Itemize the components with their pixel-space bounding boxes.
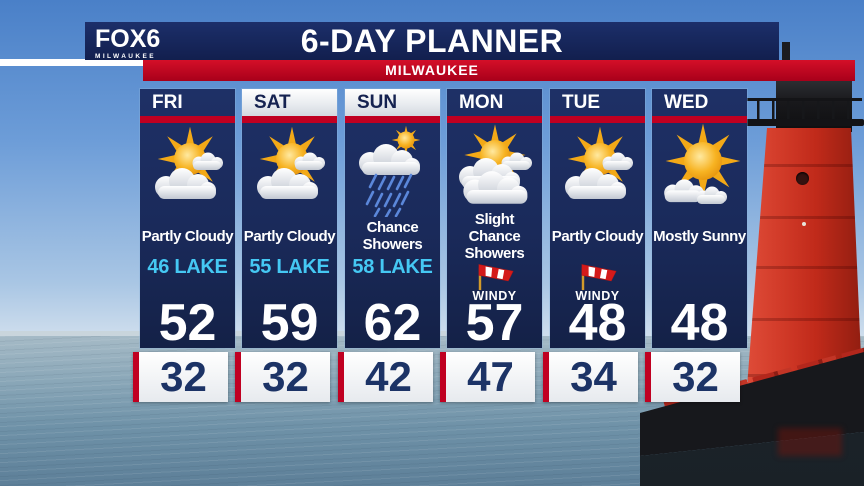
- high-temp: 62: [363, 294, 422, 352]
- day-label: MON: [459, 92, 504, 113]
- high-temp: 52: [158, 294, 217, 352]
- tower-seam: [744, 318, 864, 321]
- tower-seam: [744, 164, 864, 167]
- day-underline: [652, 116, 747, 123]
- forecast-column-wed: WED Mostly Sunny 48: [652, 89, 747, 352]
- forecast-column-fri: FRI Partly Cloudy 46 LAKE 52: [140, 89, 235, 352]
- day-label: TUE: [562, 92, 600, 113]
- condition-label: Slight Chance Showers: [464, 210, 525, 262]
- low-temp: 47: [467, 353, 514, 400]
- red-stripe: [440, 352, 446, 402]
- low-temp: 32: [160, 353, 207, 400]
- lighthouse-reflection: [778, 428, 842, 456]
- location-label: MILWAUKEE: [385, 62, 479, 78]
- low-temp-box: 47: [440, 352, 535, 402]
- high-temp: 48: [568, 294, 627, 352]
- page-title: 6-DAY PLANNER: [300, 23, 564, 59]
- low-temp: 34: [570, 353, 617, 400]
- condition-label: Partly Cloudy: [243, 227, 336, 245]
- red-stripe: [338, 352, 344, 402]
- windy-indicator: WINDY: [447, 261, 542, 303]
- low-temp-box: 32: [645, 352, 740, 402]
- station-logo: FOX6 MILWAUKEE: [95, 25, 161, 61]
- high-temp: 59: [260, 294, 319, 352]
- high-temp: 57: [465, 294, 524, 352]
- tower-seam: [744, 266, 864, 269]
- low-temp: 42: [365, 353, 412, 400]
- lighthouse-finial: [782, 42, 790, 66]
- low-temp: 32: [672, 353, 719, 400]
- day-label: WED: [664, 92, 709, 113]
- condition-label: Partly Cloudy: [551, 227, 644, 245]
- header-bar: FOX6 MILWAUKEE 6-DAY PLANNER: [85, 22, 779, 60]
- windsock-icon: [478, 264, 514, 291]
- chance-showers-icon: [346, 123, 440, 219]
- windsock-icon: [581, 264, 617, 291]
- lighthouse-gallery-rail: [742, 98, 862, 101]
- forecast-column-sat: SAT Partly Cloudy 55 LAKE 59: [242, 89, 337, 352]
- lighthouse-gallery-posts: [742, 101, 862, 121]
- header-white-line: [0, 59, 143, 66]
- forecast-column-tue: TUE Partly Cloudy WI: [550, 89, 645, 352]
- porthole: [796, 172, 809, 185]
- forecast-column-sun: SUN: [345, 89, 440, 352]
- high-temp: 48: [670, 294, 729, 352]
- lake-temp-label: 46 LAKE: [147, 256, 228, 278]
- partly-cloudy-icon: [243, 123, 337, 217]
- mostly-sunny-icon: [653, 123, 747, 217]
- forecast-body: Mostly Sunny 48: [652, 123, 747, 352]
- red-stripe: [133, 352, 139, 402]
- station-logo-text: FOX6: [95, 25, 161, 53]
- day-underline: [140, 116, 235, 123]
- day-underline: [447, 116, 542, 123]
- condition-label: Partly Cloudy: [141, 227, 234, 245]
- partly-cloudy-icon: [551, 123, 645, 217]
- windy-label: WINDY: [575, 289, 620, 303]
- condition-label: Mostly Sunny: [653, 227, 746, 245]
- condition-label: Chance Showers: [362, 219, 423, 253]
- forecast-body: Chance Showers 58 LAKE 62: [345, 123, 440, 352]
- tower-highlight: [802, 222, 806, 226]
- forecast-body: Slight Chance Showers WINDY 57: [447, 123, 542, 352]
- red-stripe: [645, 352, 651, 402]
- day-underline: [242, 116, 337, 123]
- red-stripe: [543, 352, 549, 402]
- porthole: [750, 178, 758, 186]
- lake-temp-label: 58 LAKE: [352, 256, 433, 278]
- low-temp: 32: [262, 353, 309, 400]
- station-logo-city: MILWAUKEE: [95, 53, 156, 60]
- windy-label: WINDY: [472, 289, 517, 303]
- forecast-body: Partly Cloudy 46 LAKE 52: [140, 123, 235, 352]
- low-temp-box: 42: [338, 352, 433, 402]
- day-label: FRI: [152, 92, 183, 113]
- day-label: SUN: [345, 89, 440, 116]
- lighthouse-gallery-deck: [738, 119, 864, 126]
- partly-cloudy-icon: [141, 123, 235, 217]
- forecast-column-mon: MON Slight Chance Showers: [447, 89, 542, 352]
- forecast-body: Partly Cloudy 55 LAKE 59: [242, 123, 337, 352]
- mostly-cloudy-icon: [448, 123, 542, 217]
- day-underline: [550, 116, 645, 123]
- low-temp-box: 32: [235, 352, 330, 402]
- forecast-body: Partly Cloudy WINDY 48: [550, 123, 645, 352]
- red-stripe: [235, 352, 241, 402]
- tower-seam: [744, 216, 864, 219]
- day-underline: [345, 116, 440, 123]
- low-temp-box: 32: [133, 352, 228, 402]
- location-banner: MILWAUKEE: [143, 60, 855, 81]
- windy-indicator: WINDY: [550, 261, 645, 303]
- distant-shoreline: [0, 331, 470, 337]
- day-label: SAT: [242, 89, 337, 116]
- lake-temp-label: 55 LAKE: [249, 256, 330, 278]
- low-temp-box: 34: [543, 352, 638, 402]
